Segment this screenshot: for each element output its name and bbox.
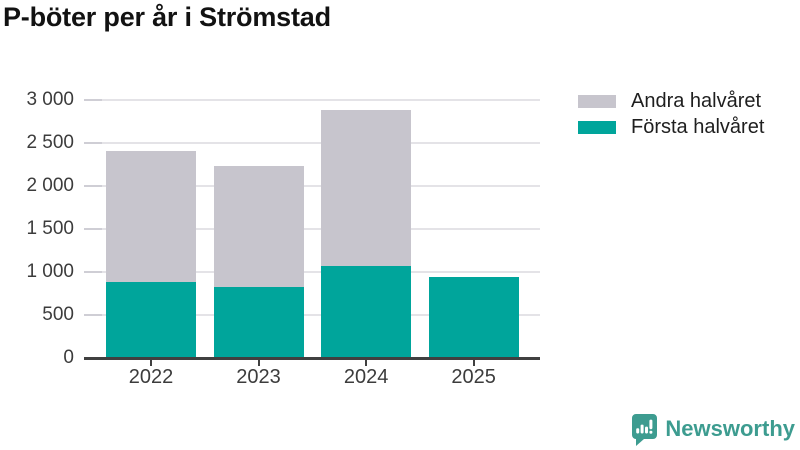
y-axis-tick-2000 [84, 185, 102, 187]
bar-2025-forsta-halvaret [428, 277, 519, 358]
y-axis-label-0: 0 [63, 347, 74, 368]
y-axis-tick-2500 [84, 142, 102, 144]
y-axis-tick-500 [84, 314, 102, 316]
gridline-2500 [84, 142, 540, 144]
x-axis-label-2022: 2022 [128, 366, 174, 388]
x-axis-label-2024: 2024 [343, 366, 389, 388]
bar-2024-forsta-halvaret [321, 266, 412, 358]
newsworthy-bubble-chart-icon [632, 413, 658, 446]
legend-item-andra-halvaret: Andra halvåret [578, 88, 764, 114]
bar-2022-andra-halvaret [106, 150, 196, 283]
x-axis-tick-2025 [472, 359, 475, 366]
y-axis-label-2500: 2 500 [26, 132, 74, 153]
legend-swatch-andra-halvaret [578, 94, 616, 108]
gridline-1000 [84, 271, 540, 273]
x-axis-label-2025: 2025 [451, 366, 496, 388]
bar-2023-andra-halvaret [213, 166, 304, 288]
x-axis-line [84, 356, 540, 360]
y-axis-label-1000: 1 000 [26, 261, 74, 282]
legend-label-forsta-halvaret: Första halvåret [631, 115, 765, 138]
x-axis-tick-2023 [257, 359, 260, 366]
chart-legend: Andra halvåret Första halvåret [578, 88, 764, 140]
newsworthy-logo[interactable]: Newsworthy [630, 411, 795, 447]
gridline-2000 [84, 185, 540, 187]
y-axis-tick-1000 [84, 271, 102, 273]
gridline-1500 [84, 228, 540, 230]
bar-2022-forsta-halvaret [106, 282, 196, 358]
bar-2024-andra-halvaret [321, 110, 412, 267]
y-axis-tick-3000 [84, 99, 102, 101]
x-axis-tick-2022 [150, 359, 152, 366]
x-axis-tick-2024 [365, 359, 368, 366]
y-axis-label-2000: 2 000 [26, 175, 74, 196]
y-axis-tick-1500 [84, 228, 102, 230]
bar-2023-forsta-halvaret [213, 287, 304, 358]
gridline-500 [84, 314, 540, 316]
newsworthy-wordmark: Newsworthy [665, 416, 795, 441]
y-axis-label-3000: 3 000 [26, 89, 74, 110]
chart-title: P-böter per år i Strömstad [3, 2, 331, 32]
x-axis-label-2023: 2023 [236, 366, 281, 388]
legend-swatch-forsta-halvaret [578, 120, 616, 134]
gridline-3000 [84, 99, 540, 101]
y-axis-label-1500: 1 500 [26, 218, 74, 239]
legend-label-andra-halvaret: Andra halvåret [631, 89, 762, 112]
legend-item-forsta-halvaret: Första halvåret [578, 114, 764, 140]
y-axis-label-500: 500 [42, 304, 74, 325]
